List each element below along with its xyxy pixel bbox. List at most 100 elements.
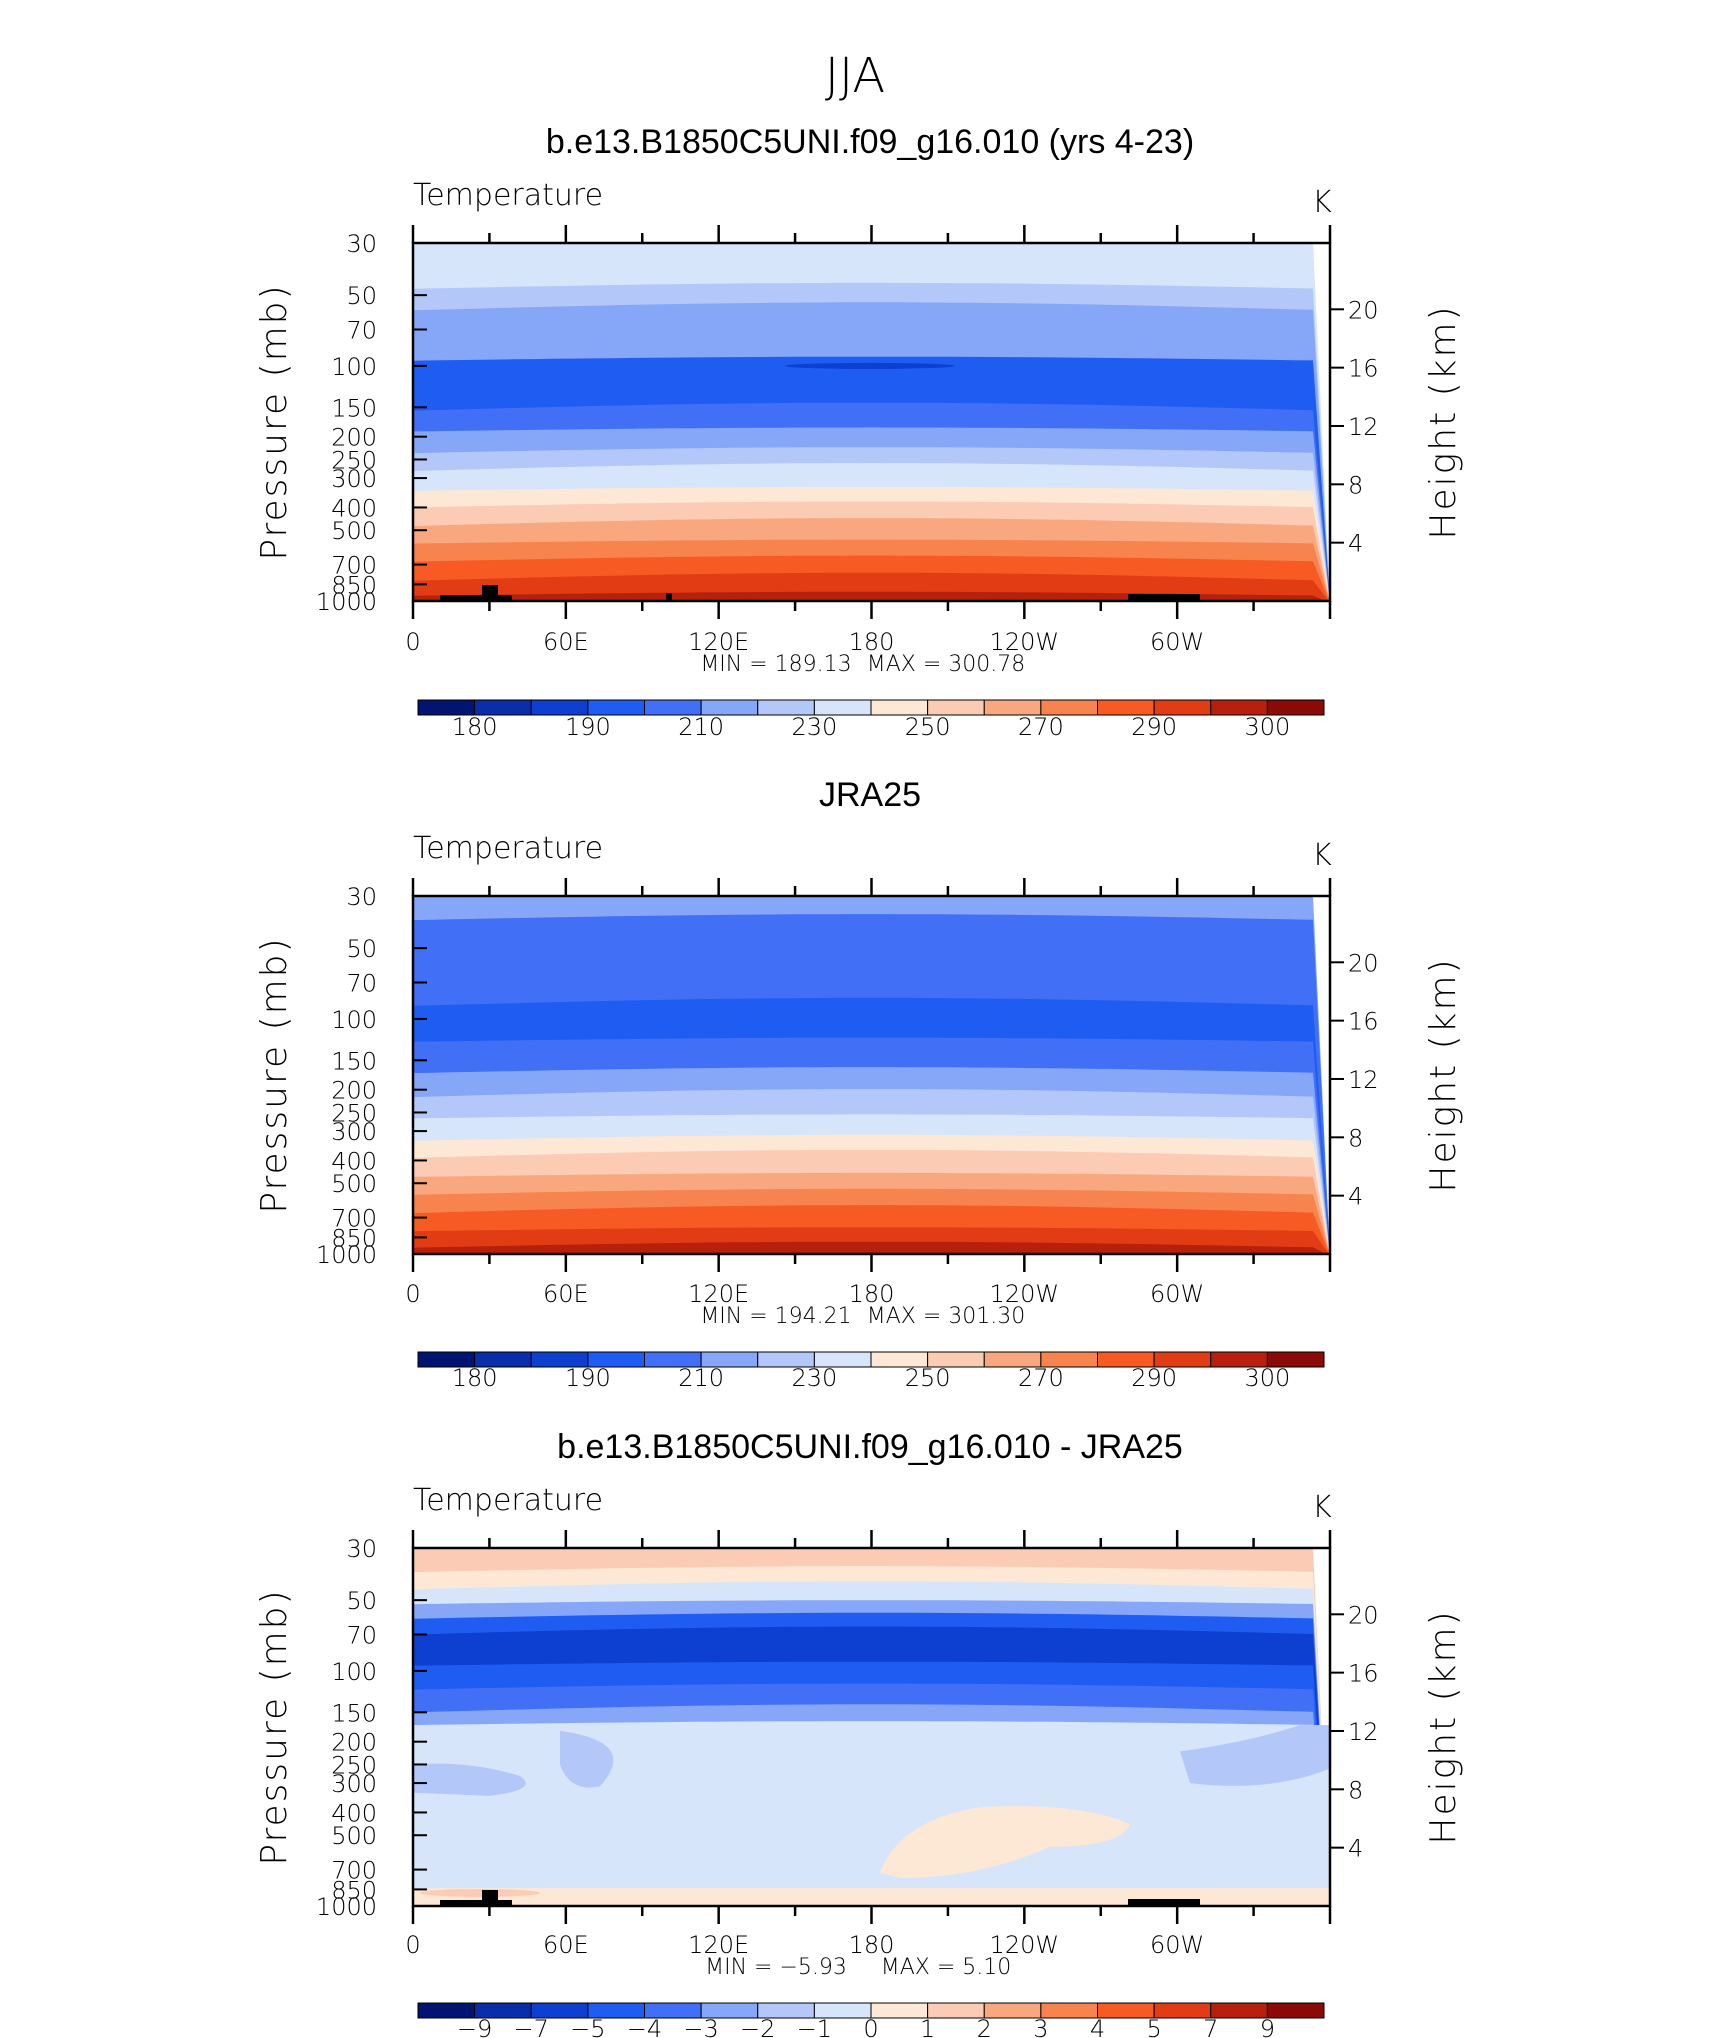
colorbar-label: 300 [1244,713,1290,741]
colorbar-label: −3 [683,2015,718,2038]
y2-tick-label: 4 [1348,1835,1363,1863]
colorbar-swatch [1266,1351,1325,1368]
contour-band [413,1241,1327,1254]
colorbar-label: 190 [565,1364,611,1392]
x-tick-label: 120E [688,1931,749,1959]
y2-tick-label: 20 [1348,949,1379,977]
cold-core [785,362,955,369]
y2-tick-label: 8 [1348,1124,1363,1152]
y2-tick-label: 8 [1348,1776,1363,1804]
y-tick-label: 400 [331,494,377,522]
colorbar-label: 1 [920,2015,935,2038]
y-tick-label: 700 [331,1857,377,1885]
y2-tick-label: 16 [1348,1660,1379,1688]
units-label: K [1312,1490,1332,1525]
y-tick-label: 500 [331,1170,377,1198]
y-tick-label: 150 [331,1699,377,1727]
units-label: K [1312,185,1332,220]
negative-patch [1180,1725,1330,1786]
y-tick-label: 700 [331,1205,377,1233]
y-tick-label: 70 [346,1622,377,1650]
y-tick-label: 850 [331,571,377,599]
colorbar-label: 290 [1131,713,1177,741]
variable-label: Temperature [413,831,603,866]
x-tick-label: 120E [688,628,749,656]
colorbar-label: 0 [863,2015,878,2038]
y-tick-label: 1000 [316,1241,377,1269]
chart-panel-3: b.e13.B1850C5UNI.f09_g16.010 - JRA25 Temp… [254,1428,1464,2038]
y-tick-label: 250 [331,1751,377,1779]
y2-tick-label: 4 [1348,1183,1363,1211]
negative-patch [560,1730,614,1788]
colorbar-label: −1 [797,2015,832,2038]
x-tick-label: 180 [849,628,895,656]
y2-axis-title: Height (km) [1423,957,1464,1192]
x-tick-label: 120W [990,1931,1060,1959]
panel-title: b.e13.B1850C5UNI.f09_g16.010 (yrs 4-23) [546,123,1194,161]
y-tick-label: 70 [346,317,377,345]
y-tick-label: 300 [331,465,377,493]
variable-label: Temperature [413,1483,603,1518]
colorbar-label: 9 [1260,2015,1275,2038]
contour-band [413,591,1326,601]
y-axis-right: 20 16 12 8 4 [1330,296,1379,558]
positive-patch [420,1888,540,1897]
colorbar-label: 190 [565,713,611,741]
colorbar-label: 270 [1018,713,1064,741]
y2-tick-label: 16 [1348,355,1379,383]
colorbar-swatch [1266,699,1325,716]
x-axis: 0 60E 120E 180 120W 60W [405,1530,1332,1959]
y-tick-label: 200 [331,1077,377,1105]
x-tick-label: 60E [543,1280,589,1308]
y2-tick-label: 4 [1348,530,1363,558]
y-tick-label: 500 [331,517,377,545]
positive-patch [413,1888,1330,1906]
colorbar-swatch [1266,2002,1325,2019]
colorbar-label: 4 [1090,2015,1105,2038]
colorbar-label: 2 [977,2015,992,2038]
colorbar-label: 7 [1203,2015,1218,2038]
y2-tick-label: 16 [1348,1008,1379,1036]
y-tick-label: 50 [346,935,377,963]
temperature-field [413,1548,1330,1906]
colorbar-label: 210 [678,713,724,741]
colorbar-label: 180 [452,713,498,741]
colorbar-label: 250 [905,713,951,741]
topography-block [482,585,498,601]
y2-tick-label: 12 [1348,1066,1379,1094]
colorbar: 180 190 210 230 250 270 290 300 [417,699,1325,741]
topography-block [440,1900,512,1906]
colorbar-label: 250 [905,1364,951,1392]
y-tick-label: 200 [331,1729,377,1757]
colorbar-label: 210 [678,1364,724,1392]
x-tick-label: 0 [405,1931,420,1959]
y-tick-label: 300 [331,1770,377,1798]
y-tick-label: 200 [331,424,377,452]
y-tick-label: 1000 [316,1893,377,1921]
colorbar-label: 3 [1033,2015,1048,2038]
panel-title: b.e13.B1850C5UNI.f09_g16.010 - JRA25 [557,1428,1183,1466]
colorbar-label: −5 [570,2015,605,2038]
y-tick-label: 70 [346,970,377,998]
y-tick-label: 850 [331,1876,377,1904]
x-tick-label: 180 [849,1931,895,1959]
colorbar-label: 5 [1146,2015,1161,2038]
y-tick-label: 150 [331,394,377,422]
y2-axis-title: Height (km) [1423,304,1464,539]
y-tick-label: 150 [331,1047,377,1075]
y-tick-label: 30 [346,230,377,258]
y2-axis-title: Height (km) [1423,1609,1464,1844]
x-tick-label: 120W [990,628,1060,656]
variable-label: Temperature [413,178,603,213]
colorbar-label: 270 [1018,1364,1064,1392]
colorbar-label: −7 [514,2015,549,2038]
y-tick-label: 400 [331,1799,377,1827]
topography-block [482,1890,498,1906]
colorbar-label: 290 [1131,1364,1177,1392]
y-tick-label: 700 [331,552,377,580]
y-axis-right: 20 16 12 8 4 [1330,949,1379,1211]
chart-panel-1: b.e13.B1850C5UNI.f09_g16.010 (yrs 4-23) T… [254,123,1464,741]
y-axis-title: Pressure (mb) [254,936,295,1213]
topography-block [1128,594,1200,601]
